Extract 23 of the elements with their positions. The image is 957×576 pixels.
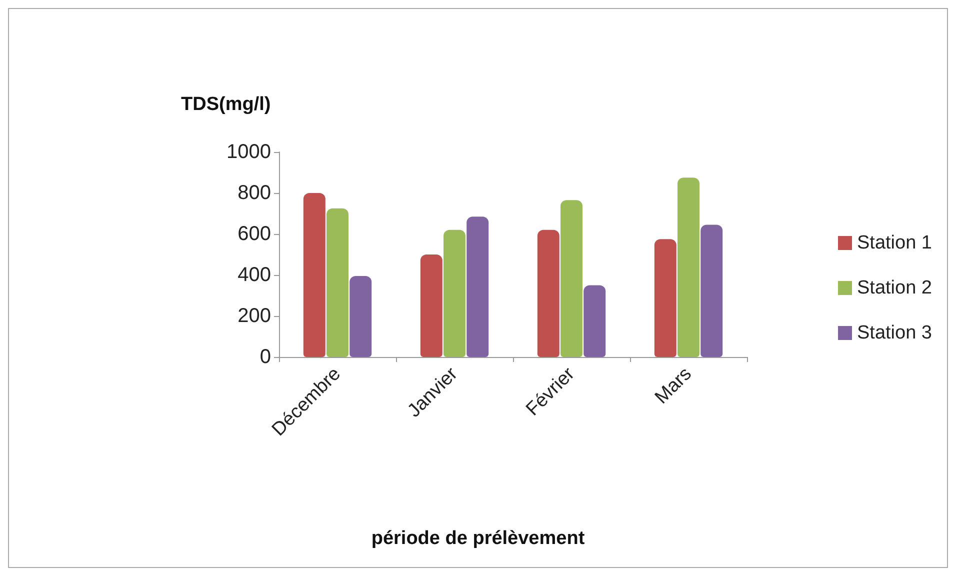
bar: [537, 230, 560, 357]
y-axis-title: TDS(mg/l): [181, 94, 271, 115]
bar: [700, 224, 723, 357]
bar: [303, 193, 326, 357]
y-tick-label: 600: [238, 223, 271, 245]
y-tick-label: 400: [238, 264, 271, 286]
legend-label: Station 2: [857, 278, 932, 298]
bar: [326, 208, 348, 357]
bar: [654, 239, 676, 357]
bar: [420, 254, 442, 357]
y-tick-label: 0: [260, 346, 271, 368]
bar: [584, 285, 606, 357]
bar: [350, 276, 372, 357]
y-tick-label: 200: [238, 305, 271, 327]
y-tick-label: 800: [238, 182, 271, 204]
bar: [444, 230, 466, 357]
bar: [678, 178, 700, 357]
legend-label: Station 1: [857, 232, 932, 254]
y-tick-label: 1000: [226, 141, 271, 163]
x-axis-title: période de prélèvement: [371, 528, 586, 549]
bar: [560, 200, 582, 357]
legend-label: Station 3: [857, 322, 932, 344]
bar: [466, 216, 489, 357]
